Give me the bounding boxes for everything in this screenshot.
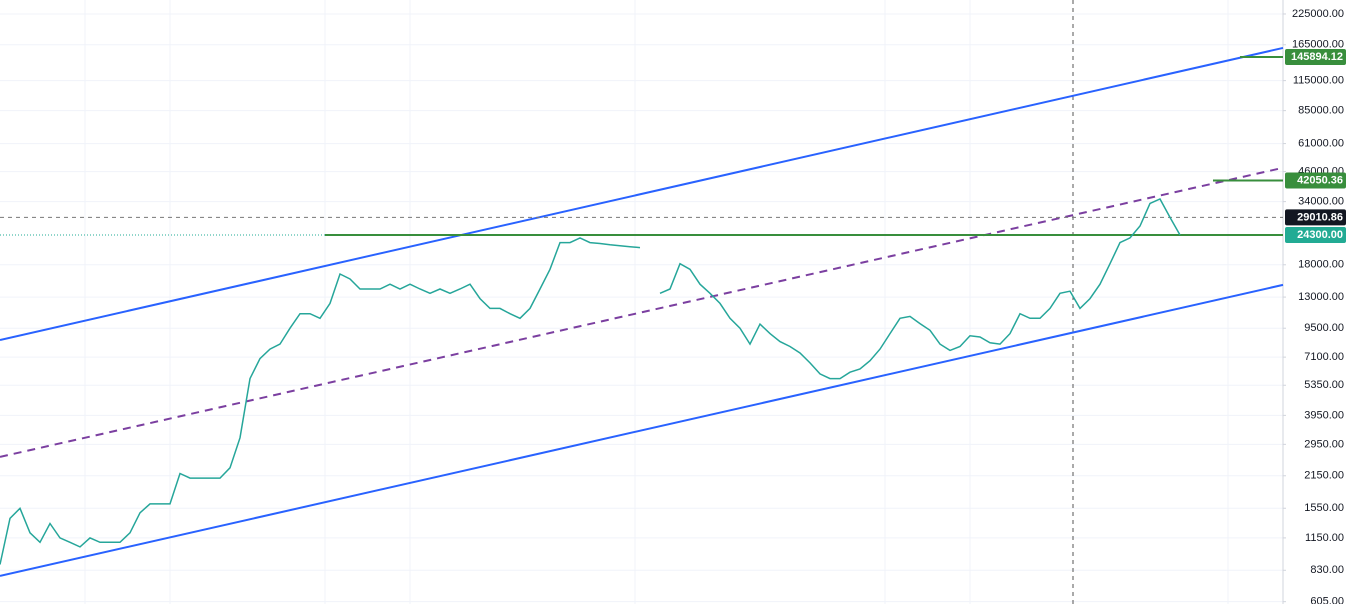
y-tick-label: 3950.00 bbox=[1304, 409, 1344, 421]
y-tick-label: 1150.00 bbox=[1305, 532, 1344, 544]
y-tick-label: 605.00 bbox=[1310, 596, 1344, 604]
price-label-box bbox=[1285, 226, 1346, 243]
y-tick-label: 225000.00 bbox=[1292, 8, 1344, 20]
trend-line bbox=[0, 283, 1284, 577]
y-tick-label: 34000.00 bbox=[1298, 196, 1344, 208]
trend-line bbox=[0, 166, 1284, 458]
y-tick-label: 165000.00 bbox=[1292, 39, 1344, 51]
y-tick-label: 9500.00 bbox=[1304, 322, 1344, 334]
y-tick-label: 18000.00 bbox=[1298, 259, 1344, 271]
trend-line bbox=[0, 46, 1284, 341]
price-line-series bbox=[0, 198, 1181, 565]
y-tick-label: 115000.00 bbox=[1293, 75, 1344, 87]
y-tick-label: 2950.00 bbox=[1304, 438, 1344, 450]
price-label: 145894.12 bbox=[1291, 51, 1343, 63]
y-tick-label: 7100.00 bbox=[1304, 351, 1344, 363]
y-tick-label: 1550.00 bbox=[1304, 502, 1344, 514]
y-tick-label: 5350.00 bbox=[1304, 379, 1344, 391]
price-label-box bbox=[1285, 48, 1346, 65]
price-label: 24300.00 bbox=[1297, 229, 1343, 241]
y-tick-label: 13000.00 bbox=[1298, 291, 1344, 303]
y-tick-label: 830.00 bbox=[1310, 564, 1344, 576]
price-label: 29010.86 bbox=[1297, 211, 1343, 223]
price-label-box bbox=[1285, 172, 1346, 189]
y-tick-label: 2150.00 bbox=[1304, 470, 1344, 482]
price-label-box bbox=[1285, 209, 1346, 226]
price-label: 42050.36 bbox=[1297, 174, 1343, 186]
y-tick-label: 61000.00 bbox=[1298, 137, 1344, 149]
y-tick-label: 85000.00 bbox=[1298, 105, 1344, 117]
